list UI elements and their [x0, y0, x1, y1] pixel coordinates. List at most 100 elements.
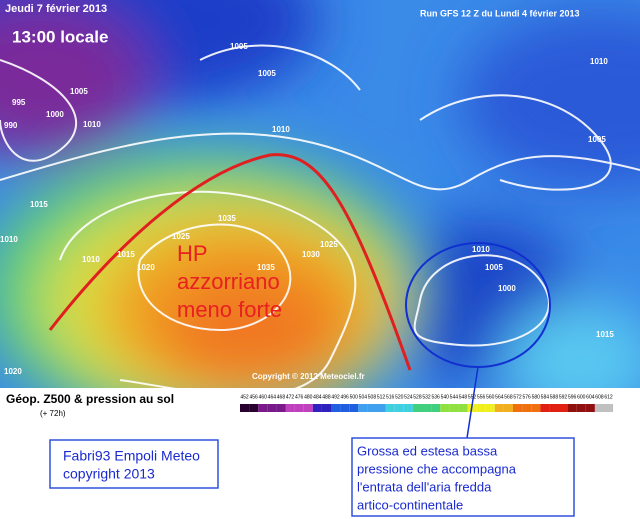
isobar-label: 1035 — [218, 214, 236, 223]
scale-label: 528 — [413, 394, 422, 400]
note-text: copyright 2013 — [63, 466, 155, 482]
isobar-label: 1005 — [230, 42, 248, 51]
scale-swatch — [403, 404, 413, 412]
arrow — [466, 366, 479, 439]
isobar-label: 1010 — [0, 235, 18, 244]
scale-label: 576 — [522, 394, 531, 400]
scale-label: 492 — [331, 394, 340, 400]
isobar-label: 1015 — [30, 200, 48, 209]
note-text: Fabri93 Empoli Meteo — [63, 448, 200, 464]
scale-label: 508 — [368, 394, 377, 400]
run: Run GFS 12 Z du Lundi 4 février 2013 — [420, 8, 580, 18]
scale-swatch — [476, 404, 486, 412]
scale-label: 464 — [268, 394, 277, 400]
scale-label: 544 — [450, 394, 459, 400]
isobar-label: 1005 — [70, 87, 88, 96]
scale-label: 452 — [240, 394, 249, 400]
scale-swatch — [376, 404, 386, 412]
scale-swatch — [567, 404, 577, 412]
scale-label: 556 — [477, 394, 486, 400]
isobar-label: 1035 — [257, 263, 275, 272]
scale-label: 568 — [504, 394, 513, 400]
scale-label: 584 — [541, 394, 550, 400]
scale-swatch — [331, 404, 341, 412]
isobar-label: 1025 — [172, 232, 190, 241]
isobar-label: 1010 — [590, 57, 608, 66]
scale-label: 580 — [532, 394, 541, 400]
isobar-label: 1000 — [46, 110, 64, 119]
scale-swatch — [385, 404, 395, 412]
scale-swatch — [449, 404, 459, 412]
isobar-label: 1020 — [4, 367, 22, 376]
scale-swatch — [340, 404, 350, 412]
scale-swatch — [485, 404, 495, 412]
isobar-label: 1010 — [472, 245, 490, 254]
note-text: l'entrata dell'aria fredda — [357, 479, 492, 494]
isobar-label: 1005 — [485, 263, 503, 272]
copyright: Copyright © 2012 Meteociel.fr — [252, 372, 365, 381]
note-box — [49, 439, 219, 489]
scale-swatch — [285, 404, 295, 412]
scale-swatch — [294, 404, 304, 412]
scale-label: 468 — [277, 394, 286, 400]
scale-swatch — [458, 404, 468, 412]
scale-swatch — [531, 404, 541, 412]
isobar-label: 995 — [12, 98, 26, 107]
scale-swatch — [312, 404, 322, 412]
scale-label: 604 — [586, 394, 595, 400]
scale-swatch — [431, 404, 441, 412]
isobar-label: 1005 — [258, 69, 276, 78]
annotation: HP — [177, 241, 208, 266]
scale-label: 612 — [604, 394, 613, 400]
scale-swatch — [240, 404, 250, 412]
scale-label: 504 — [359, 394, 368, 400]
scale-label: 520 — [395, 394, 404, 400]
scale-label: 500 — [350, 394, 359, 400]
note-text: pressione che accompagna — [357, 461, 517, 476]
isobar-label: 1005 — [588, 135, 606, 144]
scale-swatch — [267, 404, 277, 412]
scale-swatch — [513, 404, 523, 412]
date: Jeudi 7 février 2013 — [5, 3, 107, 15]
scale-label: 588 — [550, 394, 559, 400]
time: 13:00 locale — [12, 27, 108, 46]
scale-swatch — [321, 404, 331, 412]
isobar-label: 1010 — [83, 120, 101, 129]
scale-label: 480 — [304, 394, 313, 400]
isobar-label: 1030 — [302, 250, 320, 259]
scale-swatch — [576, 404, 586, 412]
scale-swatch — [494, 404, 504, 412]
map: 995 990 1005 1000 1010 1005 1005 1010 1015 1010 10… — [0, 0, 640, 388]
product: Géop. Z500 & pression au sol — [6, 392, 174, 406]
scale-swatch — [594, 404, 604, 412]
scale-label: 560 — [486, 394, 495, 400]
scale-swatch — [549, 404, 559, 412]
scale-label: 484 — [313, 394, 322, 400]
isobar-label: 1010 — [82, 255, 100, 264]
scale-label: 600 — [577, 394, 586, 400]
isobar-label: 1015 — [596, 330, 614, 339]
scale-swatch — [540, 404, 550, 412]
scale-swatch — [258, 404, 268, 412]
scale-label: 540 — [441, 394, 450, 400]
scale-label: 496 — [340, 394, 349, 400]
scale-label: 524 — [404, 394, 413, 400]
isobar-label: 1015 — [117, 250, 135, 259]
scale-swatch — [440, 404, 450, 412]
scale-swatch — [585, 404, 595, 412]
scale: 452 456 460 464 468 472 476 480 484 488 492 496 500 5… — [240, 394, 614, 412]
scale-label: 536 — [431, 394, 440, 400]
isobar-label: 1000 — [498, 284, 516, 293]
scale-swatch — [349, 404, 359, 412]
scale-label: 476 — [295, 394, 304, 400]
isobar-label: 1010 — [272, 125, 290, 134]
scale-swatch — [394, 404, 404, 412]
scale-label: 564 — [495, 394, 504, 400]
annotation: azzorriano — [177, 269, 280, 294]
scale-swatch — [412, 404, 422, 412]
scale-swatch — [358, 404, 368, 412]
annotation: meno forte — [177, 297, 282, 322]
scale-label: 552 — [468, 394, 477, 400]
scale-swatch — [249, 404, 259, 412]
